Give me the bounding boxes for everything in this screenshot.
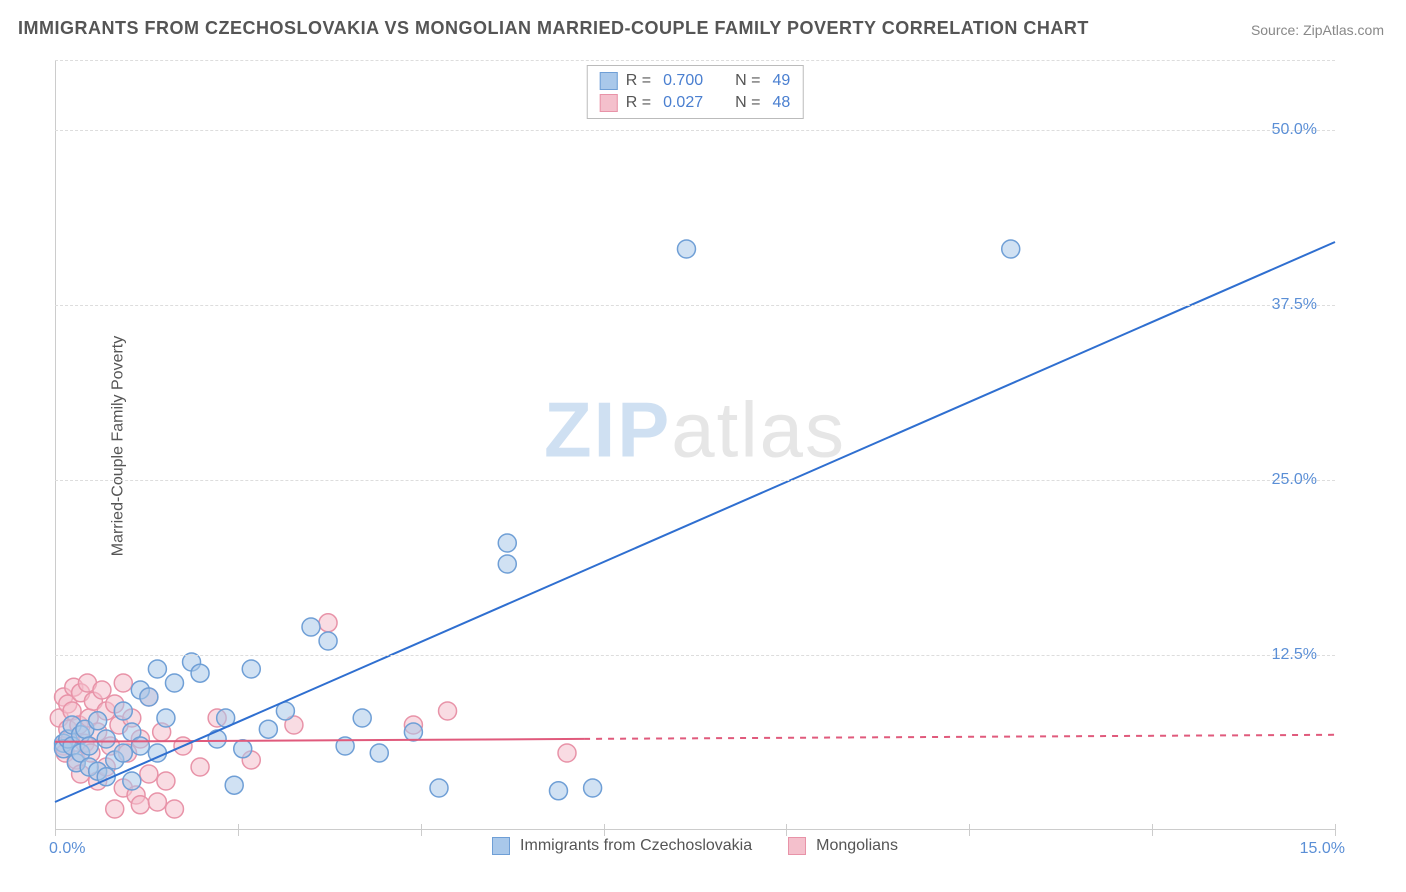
trend-line: [55, 242, 1335, 802]
legend-swatch: [492, 837, 510, 855]
scatter-point: [498, 534, 516, 552]
r-value: 0.700: [663, 72, 703, 90]
scatter-point: [404, 723, 422, 741]
scatter-point: [208, 730, 226, 748]
n-value: 49: [772, 72, 790, 90]
scatter-point: [89, 712, 107, 730]
scatter-point: [430, 779, 448, 797]
scatter-point: [319, 614, 337, 632]
x-tick-mark: [1335, 824, 1336, 836]
scatter-point: [191, 664, 209, 682]
n-label: N =: [735, 72, 760, 90]
n-label: N =: [735, 94, 760, 112]
scatter-point: [549, 782, 567, 800]
legend-label: Mongolians: [816, 837, 898, 855]
x-tick-mark: [1152, 824, 1153, 836]
y-tick-label: 50.0%: [1272, 121, 1317, 139]
scatter-point: [148, 660, 166, 678]
x-tick-mark: [238, 824, 239, 836]
scatter-point: [584, 779, 602, 797]
scatter-point: [242, 660, 260, 678]
scatter-point: [558, 744, 576, 762]
y-tick-label: 12.5%: [1272, 646, 1317, 664]
legend-item: Mongolians: [788, 837, 898, 855]
scatter-point: [302, 618, 320, 636]
scatter-point: [259, 720, 277, 738]
grid-line: [55, 655, 1335, 656]
grid-line: [55, 305, 1335, 306]
x-max-label: 15.0%: [1300, 840, 1345, 858]
scatter-point: [148, 793, 166, 811]
scatter-layer: [55, 60, 1335, 830]
plot-area: ZIPatlas R =0.700N =49R =0.027N =48 Immi…: [55, 60, 1335, 830]
scatter-point: [114, 744, 132, 762]
scatter-point: [106, 800, 124, 818]
scatter-point: [191, 758, 209, 776]
legend-swatch: [600, 94, 618, 112]
scatter-point: [319, 632, 337, 650]
scatter-point: [131, 796, 149, 814]
scatter-point: [498, 555, 516, 573]
legend-row: R = 0.700 N = 49: [600, 70, 791, 92]
y-tick-label: 25.0%: [1272, 471, 1317, 489]
x-min-label: 0.0%: [49, 840, 85, 858]
scatter-point: [131, 737, 149, 755]
x-tick-mark: [421, 824, 422, 836]
grid-line: [55, 480, 1335, 481]
scatter-point: [234, 740, 252, 758]
y-tick-label: 37.5%: [1272, 296, 1317, 314]
x-tick-mark: [55, 824, 56, 836]
chart-title: IMMIGRANTS FROM CZECHOSLOVAKIA VS MONGOL…: [18, 18, 1089, 39]
n-value: 48: [772, 94, 790, 112]
scatter-point: [140, 688, 158, 706]
source-label: Source: ZipAtlas.com: [1251, 22, 1384, 38]
grid-line: [55, 130, 1335, 131]
scatter-point: [353, 709, 371, 727]
scatter-point: [157, 709, 175, 727]
legend-swatch: [600, 72, 618, 90]
scatter-point: [93, 681, 111, 699]
scatter-point: [370, 744, 388, 762]
scatter-point: [97, 730, 115, 748]
scatter-point: [140, 765, 158, 783]
scatter-point: [157, 772, 175, 790]
x-tick-mark: [604, 824, 605, 836]
scatter-point: [80, 737, 98, 755]
legend-item: Immigrants from Czechoslovakia: [492, 837, 752, 855]
scatter-point: [225, 776, 243, 794]
scatter-point: [114, 674, 132, 692]
legend-row: R = 0.027 N = 48: [600, 92, 791, 114]
scatter-point: [439, 702, 457, 720]
grid-line: [55, 60, 1335, 61]
scatter-point: [165, 800, 183, 818]
x-tick-mark: [969, 824, 970, 836]
correlation-legend: R = 0.700 N = 49 R = 0.027 N = 48: [587, 65, 804, 119]
r-label: R =: [626, 72, 651, 90]
scatter-point: [677, 240, 695, 258]
scatter-point: [1002, 240, 1020, 258]
legend-swatch: [788, 837, 806, 855]
x-tick-mark: [786, 824, 787, 836]
scatter-point: [114, 702, 132, 720]
scatter-point: [123, 772, 141, 790]
series-legend: Immigrants from Czechoslovakia Mongolians: [55, 837, 1335, 860]
trend-line: [584, 735, 1335, 739]
r-value: 0.027: [663, 94, 703, 112]
r-label: R =: [626, 94, 651, 112]
legend-label: Immigrants from Czechoslovakia: [520, 837, 752, 855]
scatter-point: [165, 674, 183, 692]
